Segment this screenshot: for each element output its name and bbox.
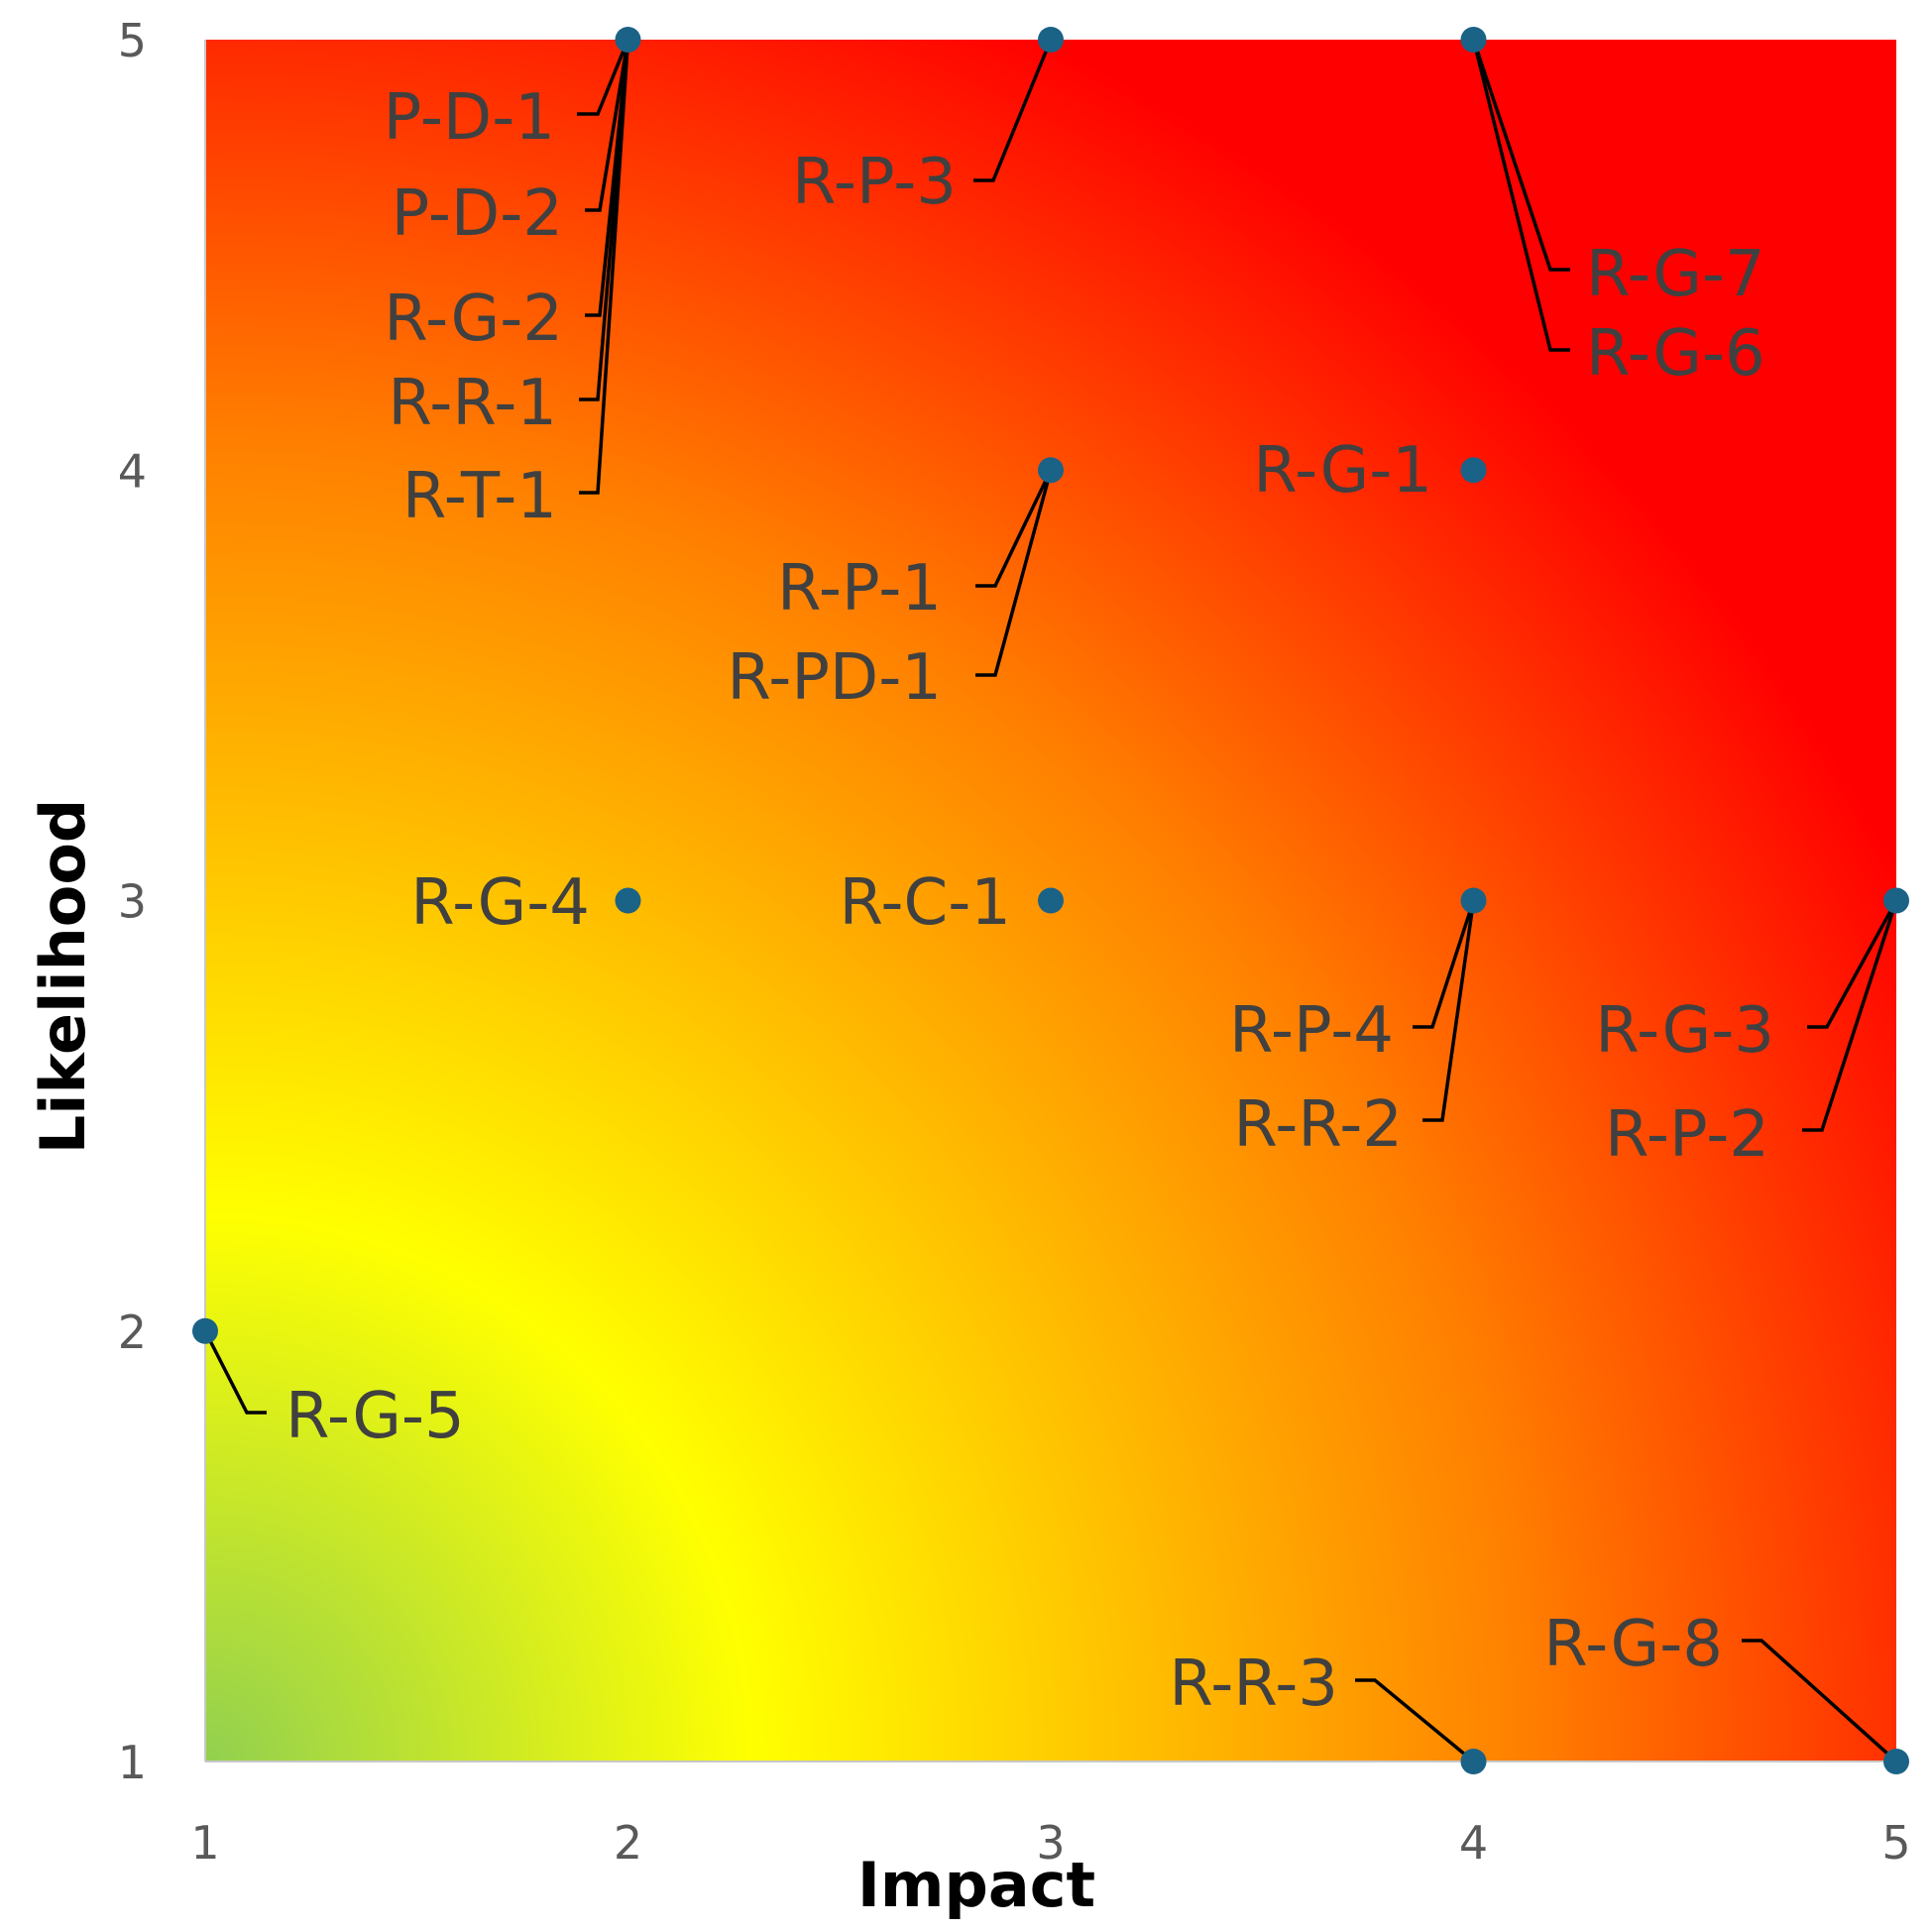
leader-line (975, 469, 1053, 588)
leader-line (1422, 900, 1476, 1122)
point-label: R-P-4 (1229, 994, 1394, 1068)
y-tick-label: 4 (118, 444, 147, 498)
point-label: R-G-5 (285, 1380, 465, 1453)
point-label: R-P-1 (777, 552, 942, 625)
data-point (615, 887, 641, 914)
x-tick-label: 4 (1459, 1816, 1488, 1870)
leader-line (579, 39, 630, 401)
y-tick-label: 2 (118, 1306, 147, 1359)
leader-line (1807, 899, 1898, 1029)
point-label: R-R-2 (1233, 1088, 1403, 1162)
leader-line (1471, 39, 1570, 272)
x-tick-label: 1 (190, 1816, 219, 1870)
x-tick-label: 5 (1881, 1816, 1910, 1870)
point-label: R-G-3 (1595, 994, 1774, 1068)
data-point (1460, 887, 1487, 914)
data-point (1038, 887, 1064, 914)
leader-line (579, 39, 630, 495)
point-label: R-T-1 (402, 460, 557, 533)
point-label: P-D-2 (392, 177, 563, 251)
leader-line (1742, 1639, 1898, 1763)
leader-line (973, 39, 1053, 182)
leader-line (975, 469, 1053, 677)
leader-line (577, 39, 630, 116)
data-point (615, 27, 641, 53)
data-point (1460, 457, 1487, 484)
data-point (1038, 457, 1064, 484)
point-label: R-G-6 (1586, 317, 1765, 391)
point-label: R-G-8 (1543, 1608, 1723, 1681)
y-tick-label: 1 (118, 1736, 147, 1789)
leader-line (1802, 899, 1898, 1132)
leader-line (1355, 1678, 1475, 1763)
point-label: R-P-2 (1605, 1098, 1769, 1172)
point-label: R-P-3 (792, 146, 957, 219)
x-axis-title: Impact (857, 1849, 1095, 1921)
point-label: R-G-4 (410, 866, 590, 940)
point-label: R-C-1 (840, 866, 1011, 940)
point-label: R-G-2 (384, 283, 563, 356)
data-point (1883, 1749, 1909, 1774)
y-tick-label: 3 (118, 875, 147, 929)
point-label: R-G-1 (1253, 434, 1432, 508)
data-point (1038, 27, 1064, 53)
data-point (1883, 887, 1909, 914)
y-tick-label: 5 (118, 14, 147, 67)
x-tick-label: 3 (1036, 1816, 1065, 1870)
point-label: P-D-1 (384, 81, 555, 155)
leader-line (1471, 39, 1570, 352)
leader-line (203, 1329, 267, 1415)
x-tick-label: 2 (614, 1816, 642, 1870)
data-point (1460, 1749, 1487, 1774)
point-label: R-G-7 (1586, 238, 1765, 311)
point-label: R-PD-1 (727, 641, 942, 715)
point-label: R-R-3 (1169, 1648, 1338, 1721)
data-point (192, 1317, 218, 1344)
y-axis-title: Likelihood (27, 799, 99, 1155)
leader-line (1413, 899, 1476, 1029)
data-point (1460, 27, 1487, 53)
leader-line (585, 39, 630, 212)
point-label: R-R-1 (388, 367, 557, 440)
